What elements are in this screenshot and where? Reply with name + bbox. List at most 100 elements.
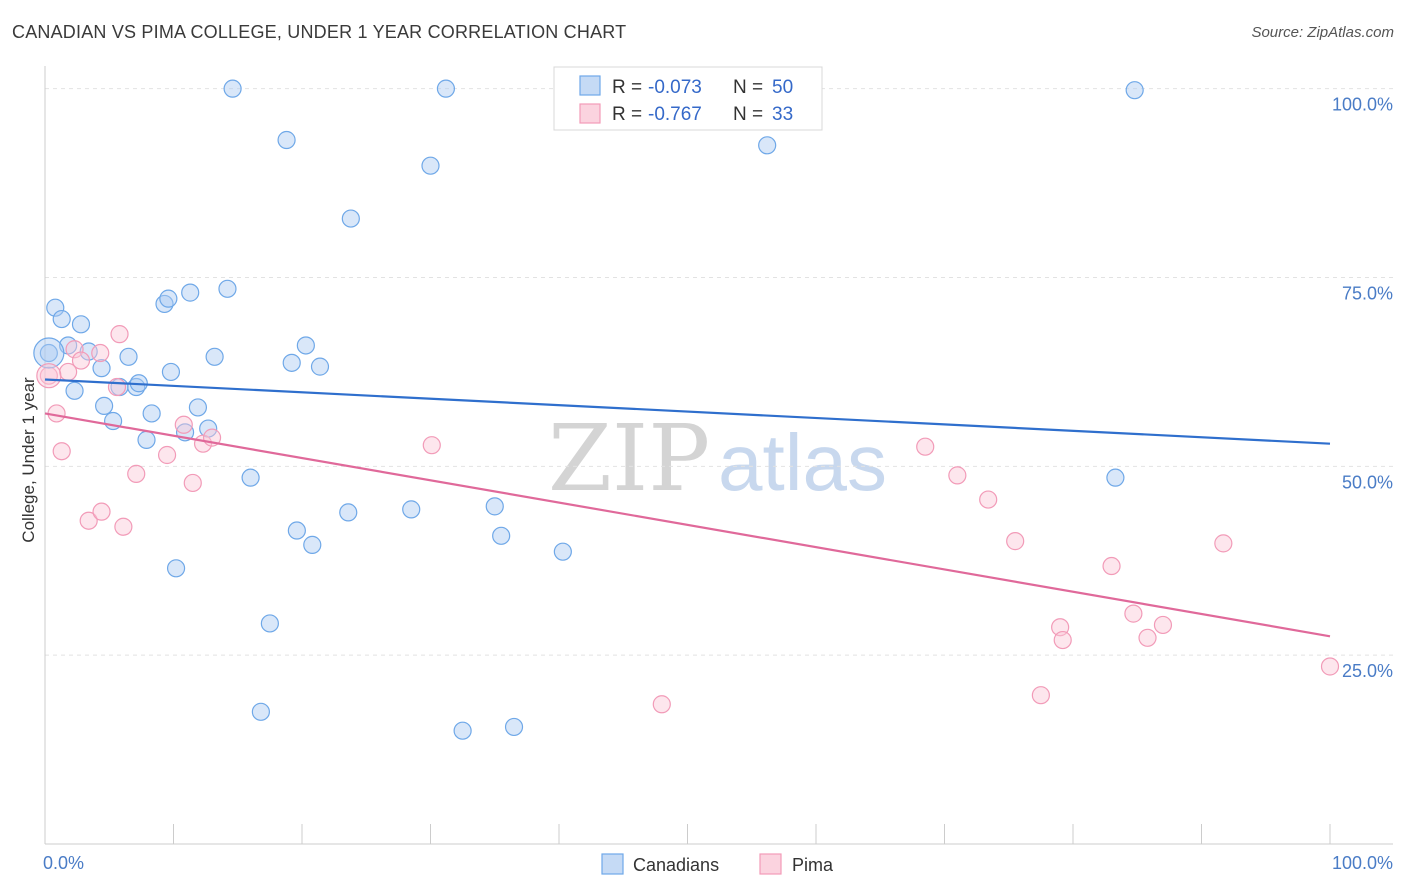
bottom-legend-label-canadians: Canadians xyxy=(633,855,719,875)
canadians-point-22 xyxy=(188,398,208,417)
pima-point-7 xyxy=(91,343,110,363)
y-tick-label-0: 25.0% xyxy=(1342,661,1393,681)
canadians-point-28 xyxy=(251,702,270,721)
pima-point-24 xyxy=(1031,686,1050,705)
legend-n-label-pima: N = xyxy=(733,104,763,125)
pima-point-11 xyxy=(114,517,133,536)
pima-point-cluster xyxy=(36,363,62,389)
canadians-point-30 xyxy=(277,130,296,150)
pima-point-12 xyxy=(127,464,146,483)
canadians-point-17 xyxy=(159,289,178,308)
canadians-point-26 xyxy=(223,79,242,98)
y-axis-label: College, Under 1 year xyxy=(19,377,38,543)
canadians-point-34 xyxy=(303,535,322,554)
canadians-point-39 xyxy=(421,156,440,175)
pima-point-4 xyxy=(65,340,84,359)
pima-point-22 xyxy=(979,490,998,509)
canadians-point-37 xyxy=(341,209,360,228)
pima-point-29 xyxy=(1138,628,1157,647)
x-tick-label-min: 0.0% xyxy=(43,853,84,873)
canadians-point-35 xyxy=(310,357,330,376)
y-tick-labels: 25.0% 50.0% 75.0% 100.0% xyxy=(1332,95,1393,682)
bottom-legend-swatch-canadians xyxy=(601,853,624,875)
legend-r-label-pima: R = xyxy=(612,104,642,125)
pima-point-20 xyxy=(916,437,935,456)
pima-point-27 xyxy=(1102,556,1121,576)
y-tick-label-1: 50.0% xyxy=(1342,472,1393,492)
pima-point-30 xyxy=(1153,615,1173,635)
legend-r-value-pima: -0.767 xyxy=(648,104,702,125)
canadians-point-31 xyxy=(282,353,301,372)
watermark-zip: ZIP xyxy=(548,405,710,512)
pima-point-15 xyxy=(183,473,202,493)
canadians-point-32 xyxy=(287,521,306,540)
chart-source: Source: ZipAtlas.com xyxy=(1251,24,1394,41)
bottom-legend-swatch-pima xyxy=(759,853,782,875)
canadians-point-36 xyxy=(339,503,358,522)
pima-point-6 xyxy=(79,511,98,530)
canadians-point-27 xyxy=(241,468,260,487)
canadians-point-43 xyxy=(492,526,511,545)
grid-lines xyxy=(45,88,1393,656)
chart-title: CANADIAN VS PIMA COLLEGE, UNDER 1 YEAR C… xyxy=(12,22,627,42)
x-tick-label-max: 100.0% xyxy=(1332,853,1393,873)
canadians-trend-line xyxy=(44,378,1331,445)
pima-point-18 xyxy=(422,436,441,455)
pima-point-32 xyxy=(1320,657,1340,676)
pima-point-19 xyxy=(652,695,671,714)
canadians-point-7 xyxy=(92,359,111,378)
pima-point-9 xyxy=(107,377,127,397)
pima-point-2 xyxy=(52,442,71,461)
pima-point-31 xyxy=(1214,534,1233,553)
pima-point-13 xyxy=(157,445,177,465)
pima-point-8 xyxy=(92,502,111,521)
canadians-point-29 xyxy=(260,614,279,633)
canadians-point-24 xyxy=(205,347,224,366)
canadians-point-49 xyxy=(1125,81,1144,100)
legend-swatch-canadians xyxy=(579,75,601,96)
canadians-point-2 xyxy=(52,309,71,329)
canadians-point-45 xyxy=(553,542,572,561)
canadians-point-cluster xyxy=(33,337,65,369)
canadians-point-47 xyxy=(758,136,777,155)
data-points xyxy=(33,79,1340,740)
canadians-point-41 xyxy=(453,721,472,740)
watermark-atlas: atlas xyxy=(718,418,887,507)
canadians-point-21 xyxy=(181,283,200,302)
canadians-point-18 xyxy=(161,362,181,382)
correlation-legend: R = -0.073 N = 50 R = -0.767 N = 33 xyxy=(553,66,823,131)
trend-lines xyxy=(44,378,1331,638)
canadians-point-0 xyxy=(39,343,58,363)
canadians-point-33 xyxy=(296,336,315,355)
bottom-legend-label-pima: Pima xyxy=(792,855,834,875)
pima-point-23 xyxy=(1006,532,1025,551)
legend-n-value-canadians: 50 xyxy=(772,77,793,98)
legend-n-label-canadians: N = xyxy=(733,77,763,98)
pima-trend-line xyxy=(44,412,1331,638)
canadians-point-1 xyxy=(46,298,65,317)
pima-point-10 xyxy=(110,325,129,344)
canadians-point-5 xyxy=(65,381,84,400)
axes xyxy=(44,66,1393,845)
canadians-point-25 xyxy=(218,279,237,298)
canadians-point-40 xyxy=(436,79,456,98)
y-tick-label-2: 75.0% xyxy=(1342,283,1393,303)
canadians-point-44 xyxy=(504,717,524,737)
canadians-point-38 xyxy=(402,500,421,519)
canadians-point-48 xyxy=(1106,468,1125,487)
canadians-point-19 xyxy=(166,559,186,578)
legend-swatch-pima xyxy=(579,103,601,124)
pima-point-26 xyxy=(1053,630,1072,650)
pima-point-28 xyxy=(1124,604,1143,623)
canadians-point-15 xyxy=(142,404,161,423)
legend-r-value-canadians: -0.073 xyxy=(648,77,702,98)
canadians-point-42 xyxy=(485,497,504,516)
canadians-point-4 xyxy=(71,315,91,334)
canadians-point-8 xyxy=(95,396,114,416)
canadians-point-11 xyxy=(119,347,138,366)
pima-point-5 xyxy=(71,351,91,370)
y-tick-label-3: 100.0% xyxy=(1332,95,1393,115)
legend-r-label-canadians: R = xyxy=(612,77,642,98)
series-legend: Canadians Pima xyxy=(601,853,834,875)
